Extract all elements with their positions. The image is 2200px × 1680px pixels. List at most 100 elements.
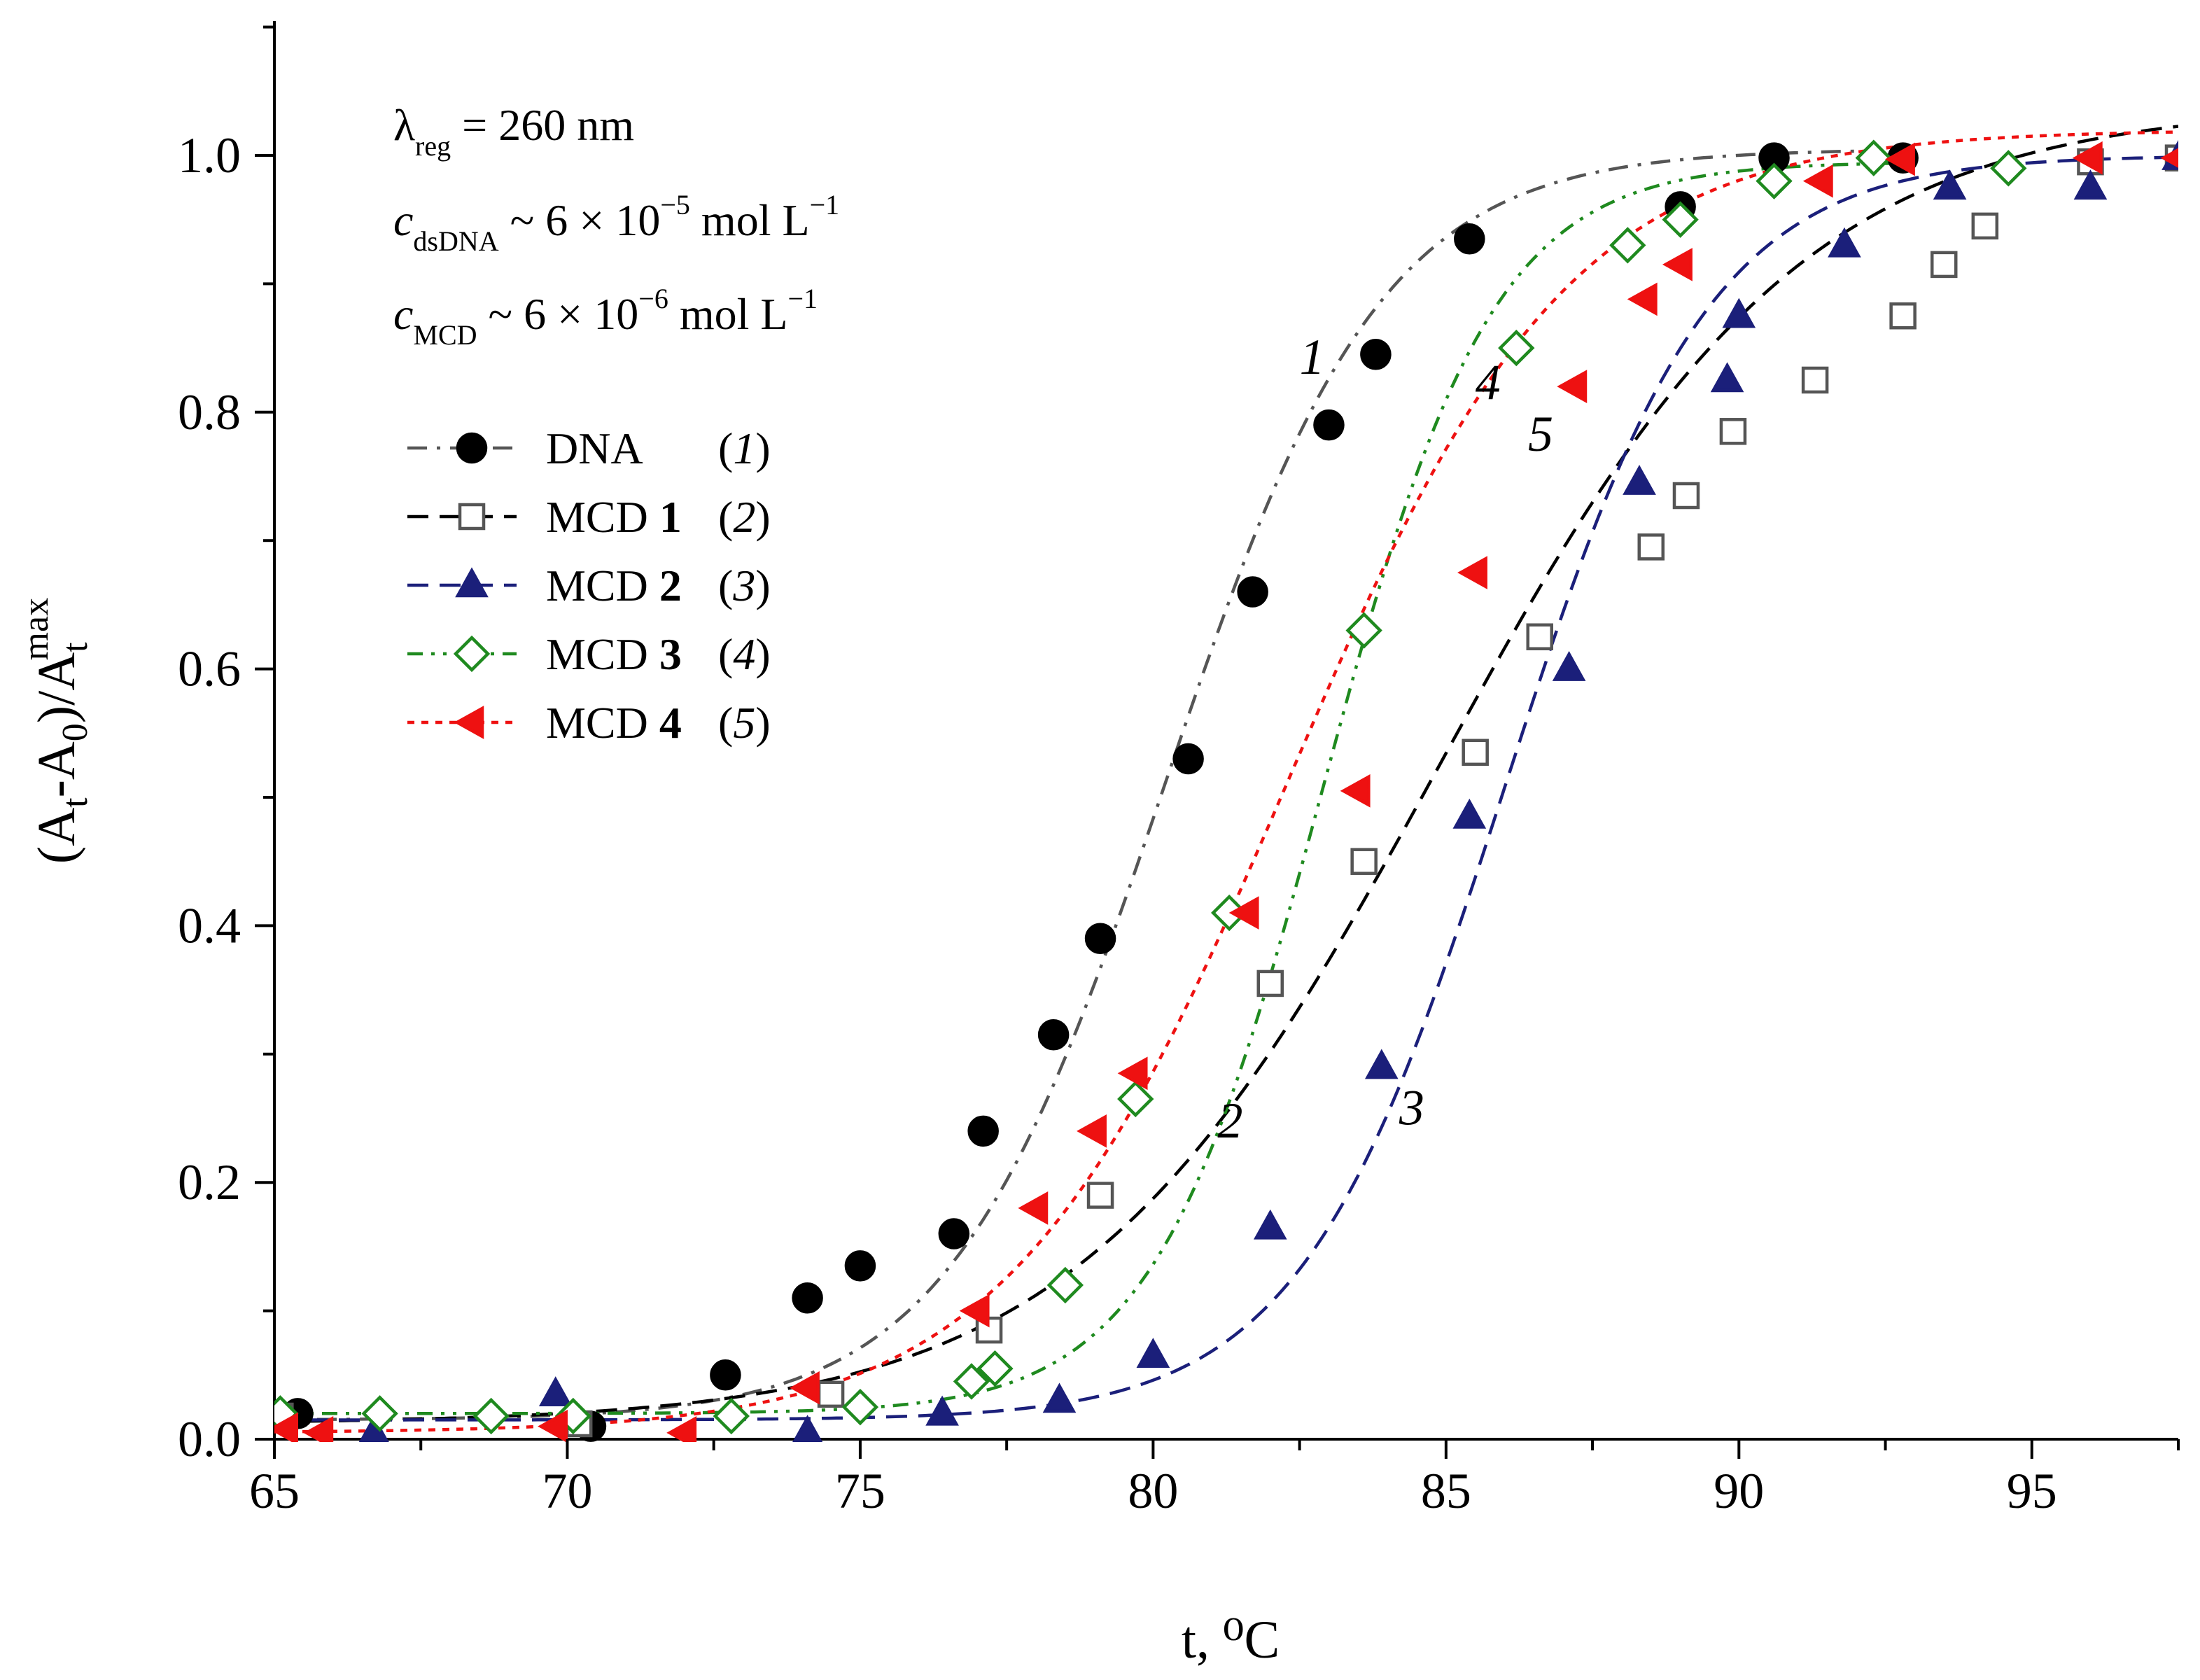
data-point-4: [1117, 1080, 1154, 1118]
data-point-4: [1990, 150, 2027, 187]
data-point-3: [1722, 298, 1756, 328]
x-tick-label: 80: [1128, 1463, 1178, 1519]
x-tick-label: 75: [835, 1463, 885, 1519]
legend-number: (5): [718, 698, 771, 748]
data-point-5: [1077, 1114, 1107, 1148]
legend: DNA (1) MCD 1 (2) MCD 2 (3) MCD 3 (4) MCD 4 (5): [407, 424, 771, 748]
data-point-2: [817, 1380, 845, 1408]
data-point-5: [1457, 556, 1487, 589]
annotation-c-mcd: cMCD ~ 6 × 10−6 mol L−1: [393, 283, 818, 351]
data-point-2: [1526, 623, 1554, 650]
x-axis-title: t, ⁰C: [1182, 1611, 1280, 1670]
y-tick-label: 0.8: [178, 384, 241, 440]
data-point-5: [1117, 1056, 1148, 1091]
data-point-1: [844, 1250, 876, 1282]
data-point-4: [1662, 201, 1699, 238]
y-tick-label: 1.0: [178, 127, 241, 183]
data-point-1: [938, 1218, 970, 1250]
data-point-1: [1360, 339, 1392, 370]
curve-label-1: 1: [1300, 329, 1325, 385]
fit-curve-3: [274, 155, 2178, 1422]
data-point-3: [1552, 650, 1586, 681]
data-point-4: [1609, 227, 1646, 264]
data-point-4: [472, 1397, 510, 1435]
data-point-4: [976, 1350, 1014, 1387]
data-point-3: [925, 1395, 959, 1426]
data-point-2: [1930, 251, 1958, 279]
data-point-4: [1345, 612, 1382, 649]
legend-marker: [454, 706, 484, 739]
x-tick-label: 85: [1421, 1463, 1471, 1519]
curve-labels: 1 2 3 45: [1217, 329, 1553, 1149]
data-point-3: [538, 1376, 573, 1407]
data-point-2: [1971, 212, 1999, 240]
data-point-4: [361, 1395, 398, 1432]
data-points: [274, 139, 2178, 1442]
legend-item-2: MCD 1 (2): [407, 492, 771, 542]
data-point-4: [1855, 139, 1892, 176]
data-point-2: [1086, 1182, 1114, 1209]
x-tick-label: 65: [249, 1463, 300, 1519]
data-point-5: [274, 1412, 298, 1442]
data-point-2: [1637, 533, 1665, 561]
data-point-1: [1454, 223, 1485, 255]
curve-label-5: 5: [1528, 406, 1553, 462]
data-point-3: [1623, 465, 1656, 495]
data-point-5: [1228, 896, 1259, 930]
legend-marker: [455, 567, 489, 598]
data-point-1: [792, 1282, 823, 1314]
data-point-1: [967, 1115, 999, 1147]
data-point-5: [1557, 370, 1588, 403]
data-point-3: [1710, 362, 1744, 393]
legend-number: (2): [718, 492, 771, 542]
legend-item-5: MCD 4 (5): [407, 698, 771, 748]
svg-text:(At-A0)/Atmax: (At-A0)/Atmax: [16, 598, 95, 864]
data-point-3: [1452, 798, 1487, 829]
y-tick-label: 0.0: [178, 1411, 241, 1467]
data-point-4: [713, 1397, 750, 1435]
legend-item-3: MCD 2 (3): [407, 561, 771, 610]
x-tick-label: 95: [2007, 1463, 2057, 1519]
data-point-4: [1046, 1266, 1084, 1304]
data-point-3: [1364, 1049, 1399, 1079]
data-point-3: [1933, 169, 1967, 200]
x-tick-label: 90: [1714, 1463, 1764, 1519]
data-point-5: [959, 1294, 990, 1328]
fit-curve-4: [274, 161, 1915, 1415]
conditions-annotation: λreg = 260 nm cdsDNA ~ 6 × 10−5 mol L−1 cM…: [393, 100, 839, 351]
data-point-5: [1885, 142, 1915, 176]
data-point-3: [1136, 1338, 1170, 1368]
legend-item-1: DNA (1): [407, 424, 771, 473]
ticks: 65 70 75 80 85 90 95 0.0 0.2 0.4 0.6 0.8 1.0: [178, 25, 2180, 1519]
data-point-2: [1801, 366, 1829, 394]
y-tick-label: 0.2: [178, 1154, 241, 1210]
legend-label: MCD 2: [546, 561, 682, 610]
data-point-5: [303, 1416, 334, 1442]
data-point-2: [1889, 302, 1917, 330]
data-point-2: [1672, 482, 1700, 510]
curve-label-3: 3: [1399, 1080, 1424, 1136]
data-point-5: [1340, 774, 1371, 808]
data-point-2: [1256, 969, 1284, 997]
data-point-3: [1042, 1382, 1077, 1413]
data-point-5: [2072, 141, 2103, 175]
data-point-3: [1828, 227, 1861, 258]
legend-marker: [456, 432, 488, 464]
legend-label: MCD 4: [546, 698, 682, 748]
legend-label: MCD 1: [546, 492, 682, 542]
data-point-5: [789, 1371, 820, 1405]
data-point-5: [538, 1409, 568, 1442]
y-axis-title: (At-A0)/Atmax: [16, 598, 95, 864]
data-point-3: [792, 1415, 823, 1442]
legend-label: DNA: [546, 424, 643, 473]
data-point-4: [953, 1363, 990, 1400]
data-point-4: [1756, 162, 1793, 200]
annotation-wavelength: λreg = 260 nm: [393, 100, 634, 162]
data-point-1: [1237, 576, 1268, 608]
data-point-1: [1313, 409, 1345, 441]
legend-marker: [458, 503, 486, 531]
legend-number: (4): [718, 629, 771, 679]
data-point-1: [1037, 1019, 1070, 1051]
curve-label-2: 2: [1217, 1093, 1242, 1149]
